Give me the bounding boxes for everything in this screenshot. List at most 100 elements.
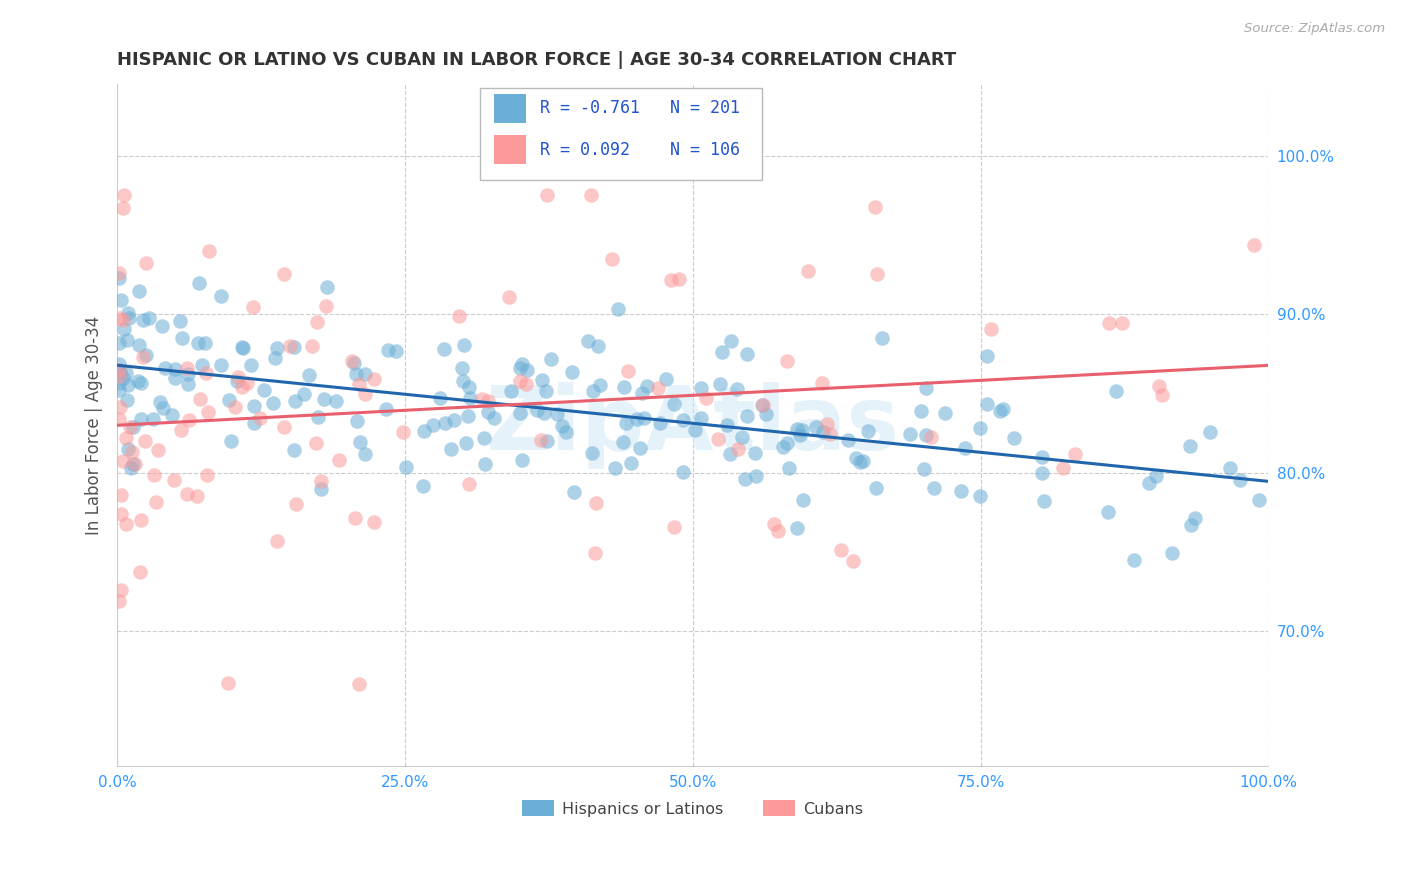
Point	[118, 311, 141, 326]
Point	[647, 380, 669, 394]
Point	[1180, 518, 1202, 533]
Legend: Hispanics or Latinos, Cubans: Hispanics or Latinos, Cubans	[516, 794, 870, 823]
Point	[576, 334, 599, 348]
Point	[110, 582, 132, 597]
Point	[112, 188, 135, 202]
Point	[1033, 494, 1056, 508]
Point	[231, 340, 253, 354]
Point	[429, 391, 451, 405]
Point	[709, 376, 731, 391]
Point	[309, 482, 332, 496]
Point	[363, 516, 385, 530]
Point	[830, 543, 852, 558]
Point	[737, 409, 759, 423]
Point	[866, 268, 889, 282]
Point	[115, 366, 138, 380]
Point	[346, 414, 368, 428]
Point	[471, 392, 494, 407]
Y-axis label: In Labor Force | Age 30-34: In Labor Force | Age 30-34	[86, 316, 103, 535]
Point	[226, 370, 249, 384]
Point	[395, 460, 418, 475]
Point	[108, 383, 131, 397]
Point	[194, 366, 217, 380]
Point	[683, 423, 706, 437]
Point	[342, 354, 364, 368]
Point	[422, 418, 444, 433]
Point	[804, 420, 827, 434]
Point	[1052, 461, 1074, 475]
Point	[292, 387, 315, 401]
Point	[1150, 388, 1173, 402]
Point	[163, 371, 186, 385]
Point	[242, 416, 264, 430]
Text: Source: ZipAtlas.com: Source: ZipAtlas.com	[1244, 22, 1385, 36]
Point	[108, 357, 131, 371]
Point	[377, 343, 399, 357]
Point	[872, 331, 894, 345]
Point	[124, 457, 146, 471]
Point	[786, 521, 808, 535]
Point	[305, 435, 328, 450]
Point	[562, 485, 585, 500]
Point	[1111, 316, 1133, 330]
Point	[510, 453, 533, 467]
Point	[343, 511, 366, 525]
Point	[1219, 461, 1241, 475]
Point	[138, 310, 160, 325]
Point	[458, 477, 481, 491]
Point	[526, 402, 548, 417]
Point	[509, 374, 531, 388]
Point	[586, 339, 609, 353]
Point	[283, 442, 305, 457]
Point	[789, 428, 811, 442]
Point	[262, 396, 284, 410]
Point	[129, 513, 152, 527]
Point	[1198, 425, 1220, 440]
Point	[607, 301, 630, 316]
Point	[263, 351, 285, 365]
Point	[650, 416, 672, 430]
Point	[718, 447, 741, 461]
Point	[589, 377, 612, 392]
Point	[224, 401, 246, 415]
Point	[662, 397, 685, 411]
Point	[443, 413, 465, 427]
Point	[127, 374, 149, 388]
Point	[135, 256, 157, 270]
Point	[316, 279, 339, 293]
Point	[114, 517, 136, 532]
Point	[499, 384, 522, 398]
Text: R = -0.761   N = 201: R = -0.761 N = 201	[540, 99, 740, 117]
Point	[515, 376, 537, 391]
Point	[776, 435, 799, 450]
Point	[993, 401, 1015, 416]
Point	[412, 424, 434, 438]
Point	[209, 358, 232, 372]
Point	[177, 368, 200, 382]
Point	[614, 416, 637, 430]
Point	[170, 423, 193, 437]
Point	[108, 271, 131, 285]
Point	[915, 427, 938, 442]
Point	[811, 376, 834, 391]
Point	[477, 393, 499, 408]
Point	[242, 300, 264, 314]
Point	[280, 339, 302, 353]
Point	[530, 433, 553, 447]
Point	[129, 412, 152, 426]
Point	[612, 434, 634, 449]
Point	[725, 382, 748, 396]
Point	[412, 479, 434, 493]
Point	[772, 440, 794, 454]
Point	[818, 426, 841, 441]
Point	[510, 357, 533, 371]
Point	[132, 313, 155, 327]
Point	[778, 461, 800, 475]
Point	[477, 405, 499, 419]
Point	[305, 315, 328, 329]
Point	[195, 468, 218, 483]
Point	[347, 677, 370, 691]
Point	[735, 347, 758, 361]
Point	[1184, 511, 1206, 525]
Point	[150, 319, 173, 334]
